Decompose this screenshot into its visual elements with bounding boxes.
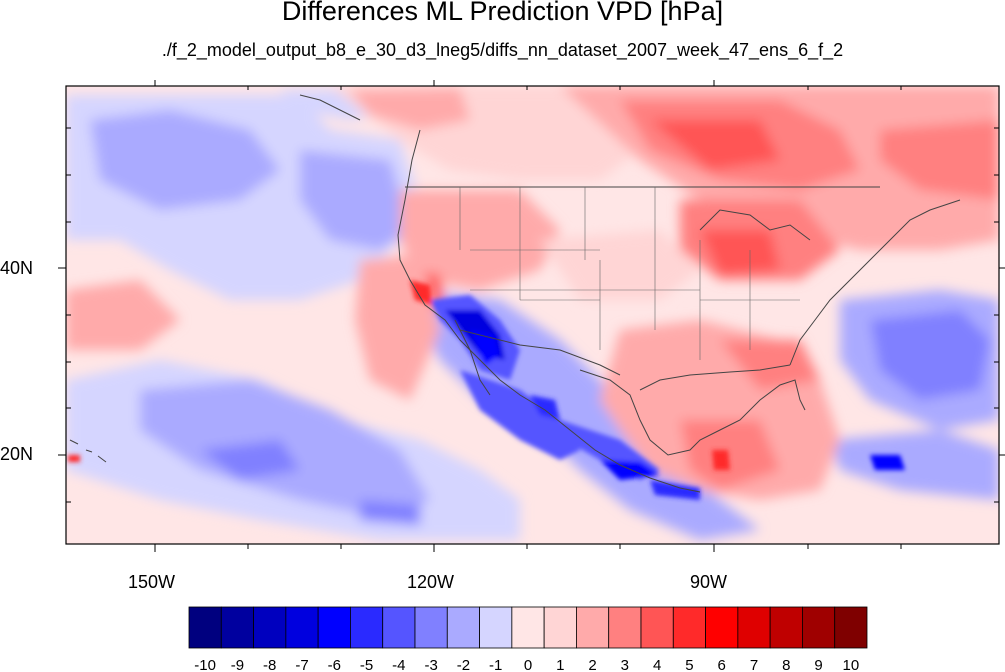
colorbar-tick-label: -1: [489, 657, 502, 672]
colorbar-tick-label: 4: [653, 657, 661, 672]
colorbar-swatch: [576, 606, 610, 649]
lon-label-90w: 90W: [690, 572, 728, 592]
colorbar-tick-label: -8: [263, 657, 276, 672]
colorbar-tick-label: -6: [328, 657, 341, 672]
colorbar-swatch: [479, 606, 513, 649]
colorbar-swatch: [543, 606, 577, 649]
colorbar-tick-label: 1: [556, 657, 564, 672]
colorbar-swatch: [220, 606, 254, 649]
colorbar-tick-label: -5: [360, 657, 373, 672]
colorbar-tick-label: 0: [524, 657, 532, 672]
colorbar-swatch: [350, 606, 384, 649]
colorbar-tick-label: 3: [621, 657, 629, 672]
colorbar-tick-label: 9: [814, 657, 822, 672]
colorbar-tick-label: -10: [194, 657, 216, 672]
colorbar-tick-label: 6: [718, 657, 726, 672]
colorbar-tick-label: 8: [782, 657, 790, 672]
colorbar-swatch: [640, 606, 674, 649]
colorbar-tick-label: -4: [392, 657, 405, 672]
map-field: [66, 86, 999, 544]
colorbar-swatch: [188, 606, 222, 649]
colorbar-swatch: [253, 606, 287, 649]
colorbar-swatch: [446, 606, 480, 649]
colorbar-swatch: [705, 606, 739, 649]
lon-label-120w: 120W: [407, 572, 455, 592]
colorbar-tick-label: 7: [750, 657, 758, 672]
colorbar-swatch: [672, 606, 706, 649]
colorbar-swatch: [834, 606, 868, 649]
colorbar-tick-label: -2: [457, 657, 470, 672]
lon-label-150w: 150W: [128, 572, 176, 592]
colorbar-tick-label: -3: [424, 657, 437, 672]
colorbar-swatch: [317, 606, 351, 649]
colorbar-tick-label: 2: [588, 657, 596, 672]
colorbar-tick-label: 5: [685, 657, 693, 672]
colorbar: -10 -9 -8 -7 -6 -5 -4 -3 -2 -1 0 1 2 3 4 5 6 7 8 9 10: [188, 606, 868, 672]
colorbar-swatch: [382, 606, 416, 649]
lat-label-40n: 40N: [0, 258, 34, 278]
colorbar-tick-label: -9: [231, 657, 244, 672]
figure-title: Differences ML Prediction VPD [hPa]: [281, 0, 724, 26]
colorbar-tick-label: 10: [843, 657, 860, 672]
colorbar-swatch: [769, 606, 803, 649]
figure-subtitle: ./f_2_model_output_b8_e_30_d3_lneg5/diff…: [161, 40, 844, 60]
colorbar-swatch: [511, 606, 545, 649]
colorbar-swatch: [608, 606, 642, 649]
colorbar-swatch: [737, 606, 771, 649]
colorbar-swatch: [414, 606, 448, 649]
colorbar-tick-label: -7: [295, 657, 308, 672]
lat-label-20n: 20N: [0, 444, 34, 464]
colorbar-swatch: [802, 606, 836, 649]
colorbar-swatch: [285, 606, 319, 649]
